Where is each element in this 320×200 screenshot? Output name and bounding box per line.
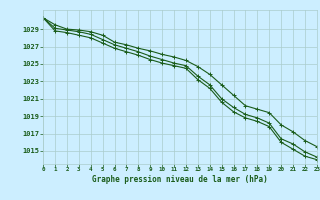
X-axis label: Graphe pression niveau de la mer (hPa): Graphe pression niveau de la mer (hPa) [92,175,268,184]
